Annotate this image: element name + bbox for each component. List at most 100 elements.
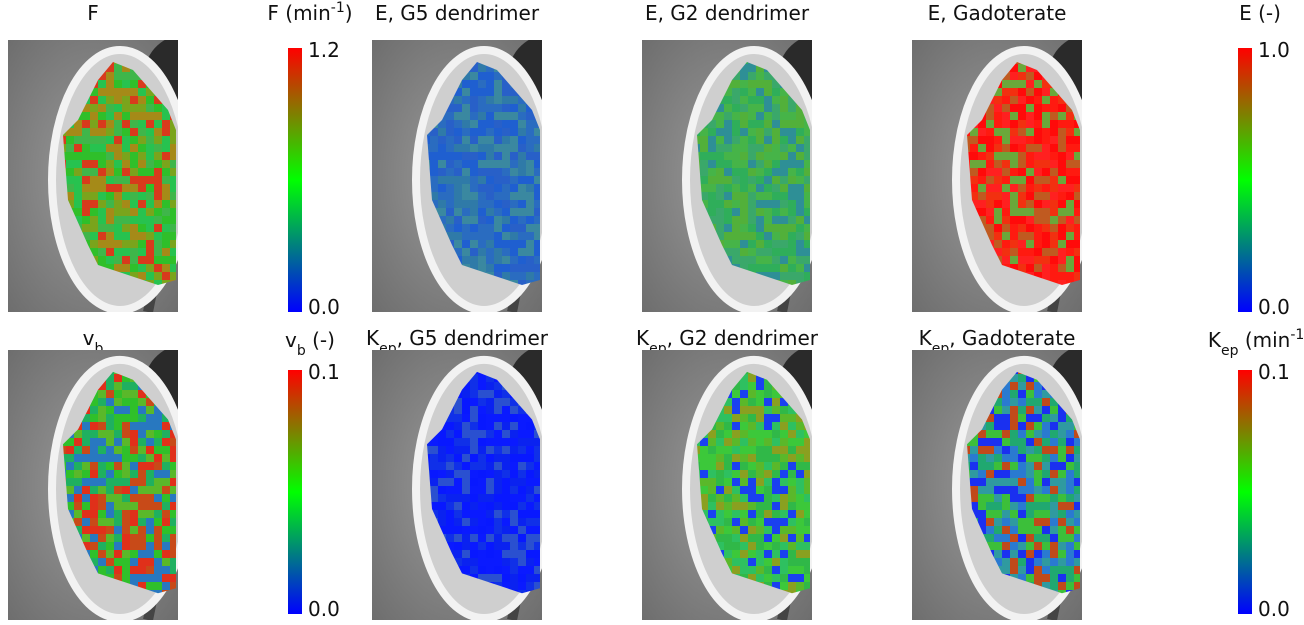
map-pixel	[772, 558, 780, 566]
map-pixel	[114, 88, 122, 96]
map-pixel	[494, 184, 502, 192]
map-pixel	[90, 438, 98, 446]
map-pixel	[796, 112, 804, 120]
map-pixel	[756, 438, 764, 446]
map-pixel	[780, 534, 788, 542]
map-pixel	[1002, 526, 1010, 534]
map-pixel	[970, 486, 978, 494]
map-pixel	[986, 192, 994, 200]
map-pixel	[1042, 232, 1050, 240]
map-pixel	[1034, 462, 1042, 470]
map-pixel	[478, 534, 486, 542]
map-pixel	[518, 176, 526, 184]
map-pixel	[780, 478, 788, 486]
map-pixel	[740, 438, 748, 446]
map-pixel	[146, 494, 154, 502]
map-pixel	[98, 414, 106, 422]
map-pixel	[90, 430, 98, 438]
map-pixel	[486, 200, 494, 208]
map-pixel	[130, 192, 138, 200]
map-pixel	[462, 144, 470, 152]
map-pixel	[780, 216, 788, 224]
map-pixel	[154, 208, 162, 216]
map-pixel	[478, 390, 486, 398]
map-pixel	[740, 120, 748, 128]
map-pixel	[462, 558, 470, 566]
map-pixel	[130, 80, 138, 88]
map-pixel	[970, 462, 978, 470]
map-pixel	[98, 518, 106, 526]
map-pixel	[708, 502, 716, 510]
map-pixel	[106, 534, 114, 542]
map-pixel	[1050, 272, 1058, 280]
map-pixel	[162, 232, 170, 240]
map-pixel	[106, 112, 114, 120]
map-pixel	[1050, 550, 1058, 558]
map-pixel	[732, 112, 740, 120]
map-pixel	[494, 454, 502, 462]
map-pixel	[724, 160, 732, 168]
map-pixel	[748, 390, 756, 398]
map-pixel	[138, 256, 146, 264]
map-pixel	[788, 232, 796, 240]
map-pixel	[90, 208, 98, 216]
map-pixel	[146, 104, 154, 112]
map-pixel	[510, 558, 518, 566]
map-pixel	[114, 176, 122, 184]
map-pixel	[740, 80, 748, 88]
map-pixel	[764, 240, 772, 248]
map-pixel	[526, 160, 534, 168]
map-pixel	[462, 248, 470, 256]
map-pixel	[510, 430, 518, 438]
map-pixel	[796, 510, 804, 518]
map-pixel	[470, 208, 478, 216]
map-pixel	[438, 144, 446, 152]
map-pixel	[502, 478, 510, 486]
map-pixel	[740, 446, 748, 454]
map-pixel	[502, 454, 510, 462]
map-pixel	[502, 104, 510, 112]
map-pixel	[740, 502, 748, 510]
map-pixel	[154, 256, 162, 264]
map-pixel	[74, 184, 82, 192]
map-pixel	[82, 430, 90, 438]
map-pixel	[788, 414, 796, 422]
map-pixel	[502, 574, 510, 582]
map-pixel	[1066, 112, 1074, 120]
map-pixel	[780, 566, 788, 574]
map-pixel	[788, 144, 796, 152]
map-pixel	[454, 446, 462, 454]
map-pixel	[748, 446, 756, 454]
map-pixel	[986, 502, 994, 510]
text-segment: E, Gadoterate	[928, 1, 1067, 25]
map-pixel	[724, 208, 732, 216]
map-pixel	[1042, 534, 1050, 542]
map-pixel	[772, 526, 780, 534]
map-pixel	[756, 518, 764, 526]
map-pixel	[1010, 232, 1018, 240]
map-pixel	[756, 184, 764, 192]
map-pixel	[756, 208, 764, 216]
map-pixel	[1010, 398, 1018, 406]
map-pixel	[138, 486, 146, 494]
map-pixel	[162, 216, 170, 224]
map-pixel	[478, 96, 486, 104]
map-pixel	[162, 176, 170, 184]
map-pixel	[1002, 96, 1010, 104]
map-pixel	[1050, 582, 1058, 590]
map-pixel	[788, 200, 796, 208]
map-pixel	[1010, 478, 1018, 486]
map-pixel	[1018, 542, 1026, 550]
map-pixel	[106, 200, 114, 208]
map-pixel	[510, 534, 518, 542]
map-pixel	[98, 470, 106, 478]
map-pixel	[114, 510, 122, 518]
map-pixel	[772, 494, 780, 502]
map-pixel	[780, 422, 788, 430]
map-pixel	[1066, 494, 1074, 502]
map-pixel	[1002, 462, 1010, 470]
map-pixel	[764, 168, 772, 176]
map-pixel	[82, 422, 90, 430]
map-pixel	[518, 462, 526, 470]
mri-image	[372, 345, 587, 622]
